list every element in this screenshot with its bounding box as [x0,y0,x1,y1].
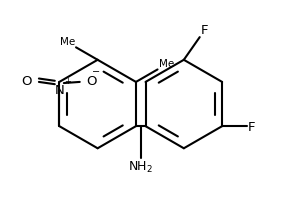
Text: O: O [22,75,32,88]
Text: Me: Me [60,37,75,47]
Text: F: F [201,24,208,37]
Text: −: − [92,66,100,76]
Text: F: F [248,120,256,133]
Text: N: N [54,84,64,97]
Text: +: + [64,76,71,85]
Text: Me: Me [159,59,174,69]
Text: O: O [87,75,97,88]
Text: NH$_2$: NH$_2$ [128,159,153,174]
